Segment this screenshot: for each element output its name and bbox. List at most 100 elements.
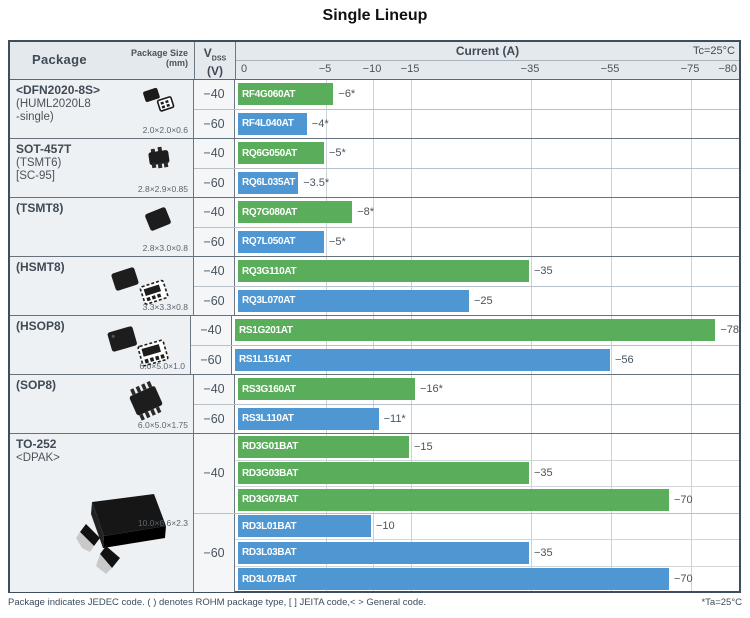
current-bar: RS3G160AT [238,378,415,401]
current-value-label: −5* [329,235,346,248]
bar-row: RF4G060AT −6* [235,80,739,109]
part-number-label: RQ3L070AT [242,295,296,307]
sot457t-chip-icon [141,144,179,177]
group-rows: −40 RF4G060AT −6* −60 RF4L040AT −4* [194,80,739,138]
current-bar: RF4L040AT [238,112,307,135]
vdss-value-cell: −60 [194,168,235,197]
bar-row: RQ3L070AT −25 [235,287,739,316]
vdss-value-cell: −60 [194,227,235,256]
chart-header: Current (A) Tc=25°C 0 −5 −10 −15 −35 −55 −75 −8… [236,42,739,79]
package-name-line: (HUML2020L8 [16,97,91,110]
bar-row: RD3G01BAT −15 [235,434,739,460]
page-title: Single Lineup [322,7,428,24]
part-number-label: RD3L03BAT [242,547,297,559]
vdss-value-cell: −40 [194,375,235,404]
part-number-label: RQ6G050AT [242,147,297,159]
tsmt8-chip-icon [139,204,177,241]
current-value-label: −4* [311,117,329,130]
package-cell: TO-252 <DPAK> 10.0×6.6×2.3 [10,434,194,592]
vdss-value-cell: −40 [194,80,235,109]
vdss-value-cell: −60 [194,286,235,315]
vdss-value-cell: −60 [194,404,235,433]
part-number-label: RF4G060AT [242,88,296,100]
bar-rows: RF4L040AT −4* [235,110,739,139]
vdss-symbol: VDSS [203,46,227,63]
bar-row: RD3L07BAT −70 [235,565,739,593]
package-name-line: <DPAK> [16,451,60,464]
package-size-line2: (mm) [166,58,188,68]
current-value-label: −5* [329,147,346,160]
package-size-value: 6.0×5.0×1.0 [139,361,185,371]
to252-chip-icon [62,486,180,583]
current-value-label: −6* [338,88,356,101]
current-value-label: −78 [720,324,739,337]
current-bar: RQ6G050AT [238,142,324,165]
hsop8-chip-icon [104,323,174,372]
package-cell: (HSOP8) 6.0×5.0×1.0 [10,316,191,374]
bar-rows: RD3G01BAT −15 RD3G03BAT −35 RD3G07BAT −70 [235,434,739,513]
vdss-row: −40 RQ6G050AT −5* [194,139,739,168]
part-number-label: RS3L110AT [242,413,294,425]
package-header-cell: Package Package Size (mm) [10,42,195,79]
package-group-row: (HSMT8) 3.3×3.3×0.8 −40 RQ3G110AT −35 −60 RQ3L… [10,257,739,316]
bar-row: RQ6L035AT −3.5* [235,169,739,198]
bar-rows: RS1G201AT −78 [232,316,739,345]
package-group-row: <DFN2020-8S> (HUML2020L8 -single) 2.0×2.0×… [10,80,739,139]
package-name-line: (SOP8) [16,378,57,392]
package-name-line: -single) [16,111,54,123]
part-number-label: RQ3G110AT [242,265,297,277]
x-axis-tick: −75 [680,63,700,75]
bar-rows: RF4G060AT −6* [235,80,739,109]
vdss-row: −40 RQ3G110AT −35 [194,257,739,286]
package-name: (HSOP8) [16,319,65,334]
current-axis-title-row: Current (A) Tc=25°C [236,42,739,61]
package-name-line: (HSMT8) [16,260,65,274]
package-size-value: 3.3×3.3×0.8 [142,302,188,312]
vdss-value-cell: −60 [194,109,235,138]
lineup-table: Package Package Size (mm) VDSS (V) Curre… [8,40,741,593]
x-axis-tick: 0 [241,63,248,75]
bar-rows: RQ6L035AT −3.5* [235,169,739,198]
package-name: (SOP8) [16,378,57,393]
bar-row: RQ7L050AT −5* [235,228,739,257]
package-size-header-label: Package Size (mm) [131,48,188,68]
vdss-row: −60 RQ6L035AT −3.5* [194,167,739,198]
package-group-row: (SOP8) 6.0×5.0×1.75 −40 RS3G160AT −16* −60 RS3… [10,375,739,434]
current-bar: RQ7G080AT [238,201,353,224]
current-bar: RD3G07BAT [238,488,669,511]
current-value-label: −25 [474,294,493,307]
vdss-row: −60 RF4L040AT −4* [194,108,739,139]
vdss-row: −40 RQ7G080AT −8* [194,198,739,227]
package-group-row: SOT-457T (TSMT6) [SC-95] 2.8×2.9×0.85 −40 RQ6… [10,139,739,198]
group-rows: −40 RS1G201AT −78 −60 RS1L151AT −56 [190,316,739,375]
vdss-value-cell: −40 [194,139,235,168]
bar-row: RD3L01BAT −10 [235,514,739,540]
vdss-row: −60 RD3L01BAT −10 RD3L03BAT −35 RD3L07BAT −70 [194,512,739,593]
part-number-label: RS1L151AT [238,354,292,366]
part-number-label: RQ7G080AT [242,206,297,218]
current-value-label: −16* [420,383,443,396]
bar-row: RQ7G080AT −8* [235,198,739,227]
bar-rows: RQ3G110AT −35 [235,257,739,286]
bar-rows: RS1L151AT −56 [232,346,739,375]
group-rows: −40 RQ3G110AT −35 −60 RQ3L070AT −25 [194,257,739,315]
vdss-value-cell: −40 [194,257,235,286]
x-axis-tick: −5 [318,63,332,75]
group-rows: −40 RQ7G080AT −8* −60 RQ7L050AT −5* [194,198,739,256]
x-axis-tick: −55 [600,63,620,75]
package-name: SOT-457T (TSMT6) [SC-95] [16,142,71,184]
x-axis-tick: −35 [520,63,540,75]
part-number-label: RQ7L050AT [242,236,296,248]
x-axis-tick: −80 [718,63,737,75]
package-cell: (TSMT8) 2.8×3.0×0.8 [10,198,194,256]
vdss-value-cell: −40 [194,198,235,227]
group-rows: −40 RQ6G050AT −5* −60 RQ6L035AT −3.5* [194,139,739,197]
footer-ta-note: *Ta=25°C [701,597,742,608]
package-name-line: (HSOP8) [16,319,65,333]
package-name: (TSMT8) [16,201,63,216]
bar-rows: RQ7G080AT −8* [235,198,739,227]
package-cell: <DFN2020-8S> (HUML2020L8 -single) 2.0×2.0×… [10,80,194,138]
bar-rows: RQ3L070AT −25 [235,287,739,316]
package-name-line: (TSMT6) [16,156,62,169]
package-name-line: [SC-95] [16,170,55,182]
